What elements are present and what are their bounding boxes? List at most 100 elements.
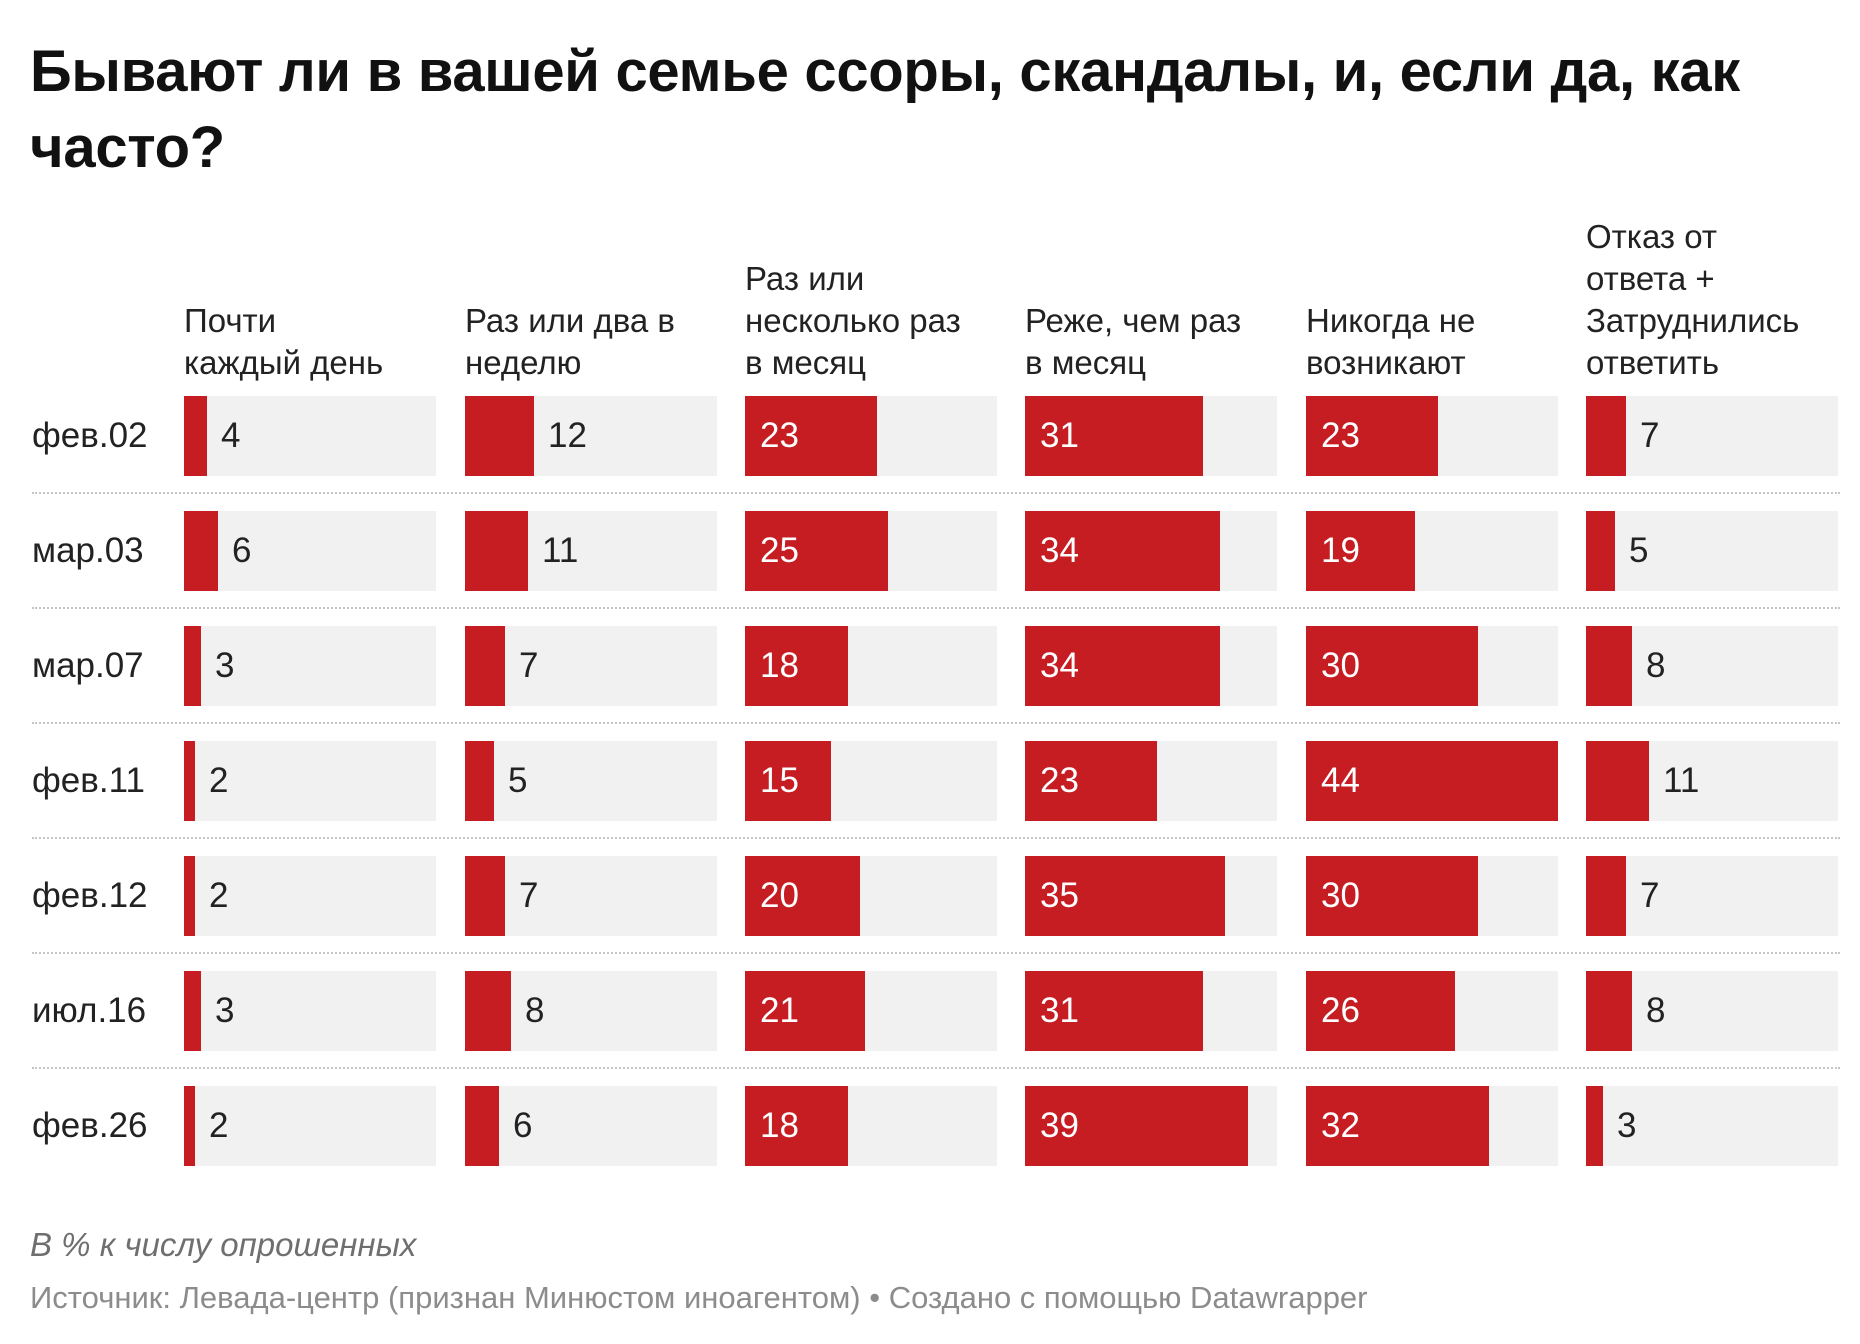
bar-track: 8: [465, 971, 717, 1051]
bar-value-label: 11: [542, 531, 579, 570]
bar-value-label: 8: [1646, 991, 1666, 1030]
bar: [1025, 1086, 1248, 1166]
bar-value-label: 5: [508, 761, 528, 800]
bar: [745, 1086, 848, 1166]
bar-value-label: 15: [760, 761, 799, 800]
row-divider: [32, 837, 1840, 839]
bar-track: 32: [1306, 1086, 1558, 1166]
bar-value-label: 7: [1640, 876, 1660, 915]
bar-track: 21: [745, 971, 997, 1051]
bar: [1025, 856, 1225, 936]
bar-value-label: 44: [1321, 761, 1360, 800]
bar-track: 23: [1025, 741, 1277, 821]
bar-value-label: 25: [760, 531, 799, 570]
bar-value-label: 7: [519, 876, 539, 915]
bar-track: 25: [745, 511, 997, 591]
bar: [184, 511, 218, 591]
bar-value-label: 23: [1040, 761, 1079, 800]
bar-track: 8: [1586, 971, 1838, 1051]
bar-value-label: 4: [221, 416, 241, 455]
bar-value-label: 35: [1040, 876, 1079, 915]
bar-value-label: 3: [215, 646, 235, 685]
bar-value-label: 34: [1040, 531, 1079, 570]
bar: [745, 396, 877, 476]
bar-track: 18: [745, 626, 997, 706]
column-header: Раз или два в неделю: [465, 302, 675, 381]
bar: [1306, 1086, 1489, 1166]
bar-track: 23: [745, 396, 997, 476]
bar-value-label: 6: [232, 531, 252, 570]
bar: [1306, 971, 1455, 1051]
bar-track: 5: [1586, 511, 1838, 591]
bar-value-label: 26: [1321, 991, 1360, 1030]
bar-track: 7: [465, 626, 717, 706]
bar-track: 11: [1586, 741, 1838, 821]
bar-track: 11: [465, 511, 717, 591]
bar: [465, 626, 505, 706]
bar-value-label: 20: [760, 876, 799, 915]
bar-track: 7: [1586, 396, 1838, 476]
bar-value-label: 32: [1321, 1106, 1360, 1145]
bar-value-label: 2: [209, 876, 229, 915]
bar: [745, 626, 848, 706]
bar-track: 6: [465, 1086, 717, 1166]
bar-value-label: 7: [519, 646, 539, 685]
bar: [745, 511, 888, 591]
bar: [1025, 511, 1220, 591]
bar: [745, 856, 860, 936]
bar: [1306, 741, 1558, 821]
bar-track: 12: [465, 396, 717, 476]
bar-value-label: 34: [1040, 646, 1079, 685]
bar: [465, 396, 534, 476]
bar-track: 44: [1306, 741, 1558, 821]
bar-track: 26: [1306, 971, 1558, 1051]
row-label: фев.26: [32, 1106, 148, 1145]
bar-value-label: 11: [1663, 761, 1700, 800]
row-label: фев.02: [32, 416, 148, 455]
bar-track: 3: [184, 626, 436, 706]
bar-value-label: 21: [760, 991, 799, 1030]
bar-value-label: 23: [760, 416, 799, 455]
bar-track: 7: [1586, 856, 1838, 936]
row-divider: [32, 952, 1840, 954]
bar-track: 2: [184, 741, 436, 821]
bar: [465, 741, 494, 821]
bar: [1586, 1086, 1603, 1166]
bar-track: 31: [1025, 396, 1277, 476]
bar: [465, 856, 505, 936]
bar-track: 31: [1025, 971, 1277, 1051]
bar-value-label: 30: [1321, 646, 1360, 685]
bar-value-label: 6: [513, 1106, 533, 1145]
bar: [465, 511, 528, 591]
bar: [1586, 396, 1626, 476]
bar-track: 2: [184, 1086, 436, 1166]
bar: [1025, 626, 1220, 706]
column-header: Раз или несколько раз в месяц: [745, 260, 961, 381]
bar-track: 20: [745, 856, 997, 936]
column-header: Отказ от ответа + Затруднились ответить: [1586, 218, 1800, 381]
bar-value-label: 8: [1646, 646, 1666, 685]
bar: [465, 1086, 499, 1166]
row-label: июл.16: [32, 991, 147, 1030]
bar-value-label: 5: [1629, 531, 1649, 570]
bar-track: 7: [465, 856, 717, 936]
bar-track: 34: [1025, 626, 1277, 706]
bar-track: 35: [1025, 856, 1277, 936]
bar: [1306, 396, 1438, 476]
bar-value-label: 7: [1640, 416, 1660, 455]
bar-value-label: 3: [215, 991, 235, 1030]
bar: [184, 1086, 195, 1166]
bar: [1306, 856, 1478, 936]
bar-value-label: 30: [1321, 876, 1360, 915]
bar-track: 2: [184, 856, 436, 936]
bar-value-label: 23: [1321, 416, 1360, 455]
column-header: Реже, чем раз в месяц: [1025, 302, 1242, 381]
bar-track: 4: [184, 396, 436, 476]
bar: [184, 741, 195, 821]
row-divider: [32, 492, 1840, 494]
bar: [1586, 511, 1615, 591]
chart-note: В % к числу опрошенных: [30, 1226, 417, 1263]
bar: [1306, 511, 1415, 591]
row-divider: [32, 607, 1840, 609]
chart-source: Источник: Левада-центр (признан Минюстом…: [30, 1280, 1368, 1315]
